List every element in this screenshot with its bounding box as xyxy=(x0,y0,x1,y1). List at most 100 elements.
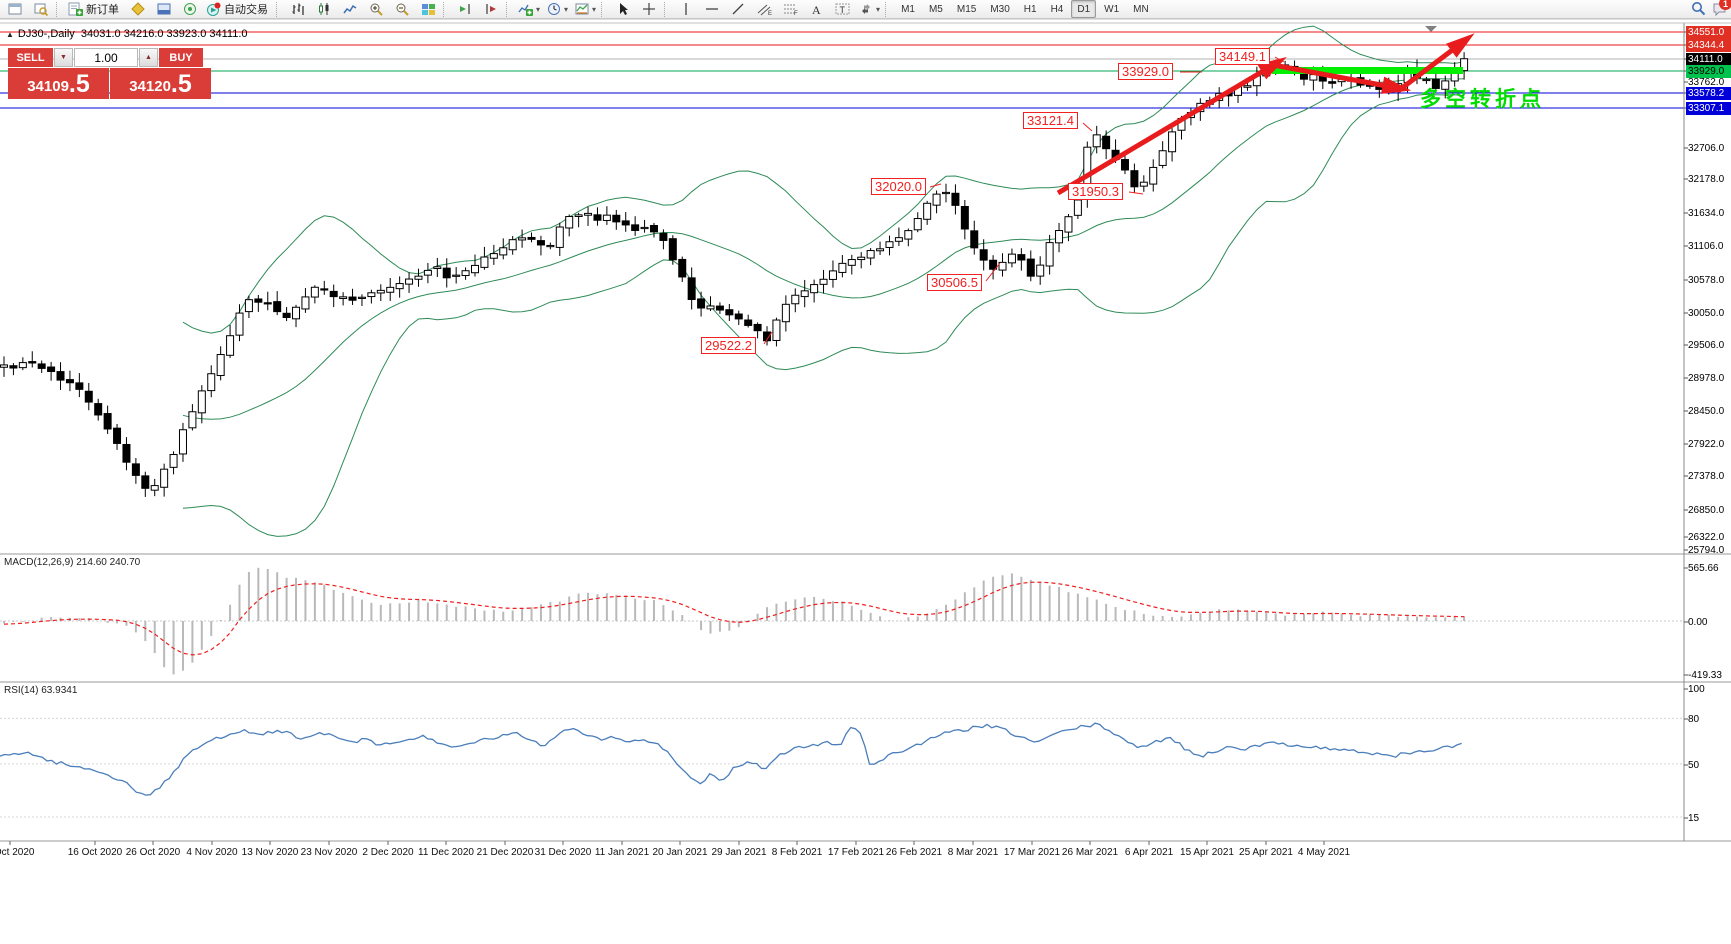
timeframe-h4-button[interactable]: H4 xyxy=(1050,3,1064,15)
arrows-button[interactable]: ▾ xyxy=(855,0,883,19)
chevron-down-icon[interactable]: ▾ xyxy=(592,4,597,14)
one-click-trading-panel: SELL ▼ ▲ BUY 34109.5 34120.5 xyxy=(8,48,211,99)
candle-chart-button[interactable] xyxy=(311,0,337,19)
time-axis-label: 2 Dec 2020 xyxy=(362,847,414,858)
volume-input[interactable] xyxy=(74,48,138,67)
toolbar-separator xyxy=(664,1,670,17)
horizontal-line-button[interactable] xyxy=(699,0,725,19)
volume-decrease-button[interactable]: ▼ xyxy=(54,48,73,67)
price-axis-label: 33929.0 xyxy=(1686,65,1731,78)
time-axis-label: 23 Nov 2020 xyxy=(300,847,358,858)
timeframe-m15-button[interactable]: M15 xyxy=(956,3,977,15)
chevron-down-icon[interactable]: ▾ xyxy=(876,4,881,14)
tester-icon xyxy=(183,2,198,17)
chevron-down-icon[interactable]: ▾ xyxy=(536,4,541,14)
time-axis-label: 31 Dec 2020 xyxy=(534,847,592,858)
price-axis-label: 32178.0 xyxy=(1688,174,1725,185)
turning-point-annotation: 多空转折点 xyxy=(1420,88,1545,111)
templates-button[interactable]: ▾ xyxy=(571,0,599,19)
buy-price[interactable]: 34120.5 xyxy=(110,68,211,99)
chart-plot-area[interactable] xyxy=(0,20,1731,944)
fibonacci-icon: F xyxy=(783,2,798,17)
metaeditor-button[interactable] xyxy=(125,0,151,19)
time-axis-label: 26 Feb 2021 xyxy=(885,847,943,858)
text-button[interactable]: A xyxy=(803,0,829,19)
new-chart-button[interactable] xyxy=(2,0,28,19)
price-axis-label: 34344.4 xyxy=(1686,39,1731,52)
rsi-axis-label: 15 xyxy=(1688,813,1700,824)
terminal-button[interactable] xyxy=(151,0,177,19)
profiles-button[interactable] xyxy=(28,0,54,19)
text-label-button[interactable]: T xyxy=(829,0,855,19)
crosshair-icon xyxy=(642,2,657,17)
bar-chart-button[interactable] xyxy=(285,0,311,19)
time-axis-label: 26 Mar 2021 xyxy=(1061,847,1119,858)
trendline-button[interactable] xyxy=(725,0,751,19)
sell-button[interactable]: SELL xyxy=(8,48,53,67)
time-axis-label: 6 Apr 2021 xyxy=(1124,847,1174,858)
timeframe-m1-button[interactable]: M1 xyxy=(901,3,915,15)
cursor-icon xyxy=(616,2,631,17)
fibonacci-button[interactable]: F xyxy=(777,0,803,19)
new-order-button[interactable]: 新订单 xyxy=(65,0,125,19)
auto-scroll-button[interactable] xyxy=(452,0,478,19)
zoom-in-button[interactable] xyxy=(363,0,389,19)
price-axis-label: 31634.0 xyxy=(1688,208,1725,219)
timeframe-m30-button[interactable]: M30 xyxy=(990,3,1010,15)
time-axis-label: 21 Dec 2020 xyxy=(476,847,534,858)
profiles-icon xyxy=(34,2,49,17)
sell-price[interactable]: 34109.5 xyxy=(8,68,109,99)
buy-button[interactable]: BUY xyxy=(159,48,203,67)
cursor-button[interactable] xyxy=(610,0,636,19)
rsi-axis-label: 50 xyxy=(1688,760,1700,771)
sell-price-main: 34109 xyxy=(27,78,69,95)
vertical-line-icon xyxy=(679,2,694,17)
indicators-button[interactable]: ▾ xyxy=(515,0,543,19)
zoom-out-icon xyxy=(395,2,410,17)
periods-button[interactable]: ▾ xyxy=(543,0,571,19)
crosshair-button[interactable] xyxy=(636,0,662,19)
chart-ohlc-values: 34031.0 34216.0 33923.0 34111.0 xyxy=(80,28,248,40)
chart-shift-button[interactable] xyxy=(478,0,504,19)
new-order-icon xyxy=(68,2,83,17)
collapse-icon[interactable]: ▲ xyxy=(6,30,14,39)
candle-chart-icon xyxy=(317,2,332,17)
text-label-icon: T xyxy=(835,2,850,17)
timeframe-w1-button[interactable]: W1 xyxy=(1104,3,1120,15)
timeframe-h1-button[interactable]: H1 xyxy=(1023,3,1037,15)
text-icon: A xyxy=(809,2,824,17)
price-axis-label: 29506.0 xyxy=(1688,340,1725,351)
vertical-line-button[interactable] xyxy=(673,0,699,19)
autotrading-icon xyxy=(206,2,221,17)
price-axis-label: 30050.0 xyxy=(1688,308,1725,319)
tile-windows-button[interactable] xyxy=(415,0,441,19)
bar-chart-icon xyxy=(291,2,306,17)
chevron-down-icon[interactable]: ▾ xyxy=(564,4,569,14)
notifications-icon[interactable]: 1 xyxy=(1712,0,1731,16)
tester-button[interactable] xyxy=(177,0,203,19)
equidistant-channel-button[interactable]: E xyxy=(751,0,777,19)
timeframe-bar: M1 M5 M15 M30 H1 H4 D1 W1 MN xyxy=(894,0,1156,18)
chart-symbol-period: DJ30-,Daily xyxy=(17,28,75,40)
toolbar-right: 1 xyxy=(1691,0,1731,16)
zoom-in-icon xyxy=(369,2,384,17)
timeframe-mn-button[interactable]: MN xyxy=(1133,3,1149,15)
price-annotation: 31950.3 xyxy=(1068,183,1123,200)
svg-text:A: A xyxy=(812,3,821,16)
macd-axis-label: -419.33 xyxy=(1688,670,1722,681)
volume-increase-button[interactable]: ▲ xyxy=(139,48,158,67)
time-axis-label: 13 Nov 2020 xyxy=(241,847,299,858)
svg-text:E: E xyxy=(768,11,772,16)
macd-indicator-label: MACD(12,26,9) 214.60 240.70 xyxy=(4,557,141,568)
search-icon[interactable] xyxy=(1691,1,1706,16)
timeframe-m5-button[interactable]: M5 xyxy=(928,3,943,15)
new-chart-icon xyxy=(8,2,23,17)
zoom-out-button[interactable] xyxy=(389,0,415,19)
price-axis-label: 27922.0 xyxy=(1688,439,1725,450)
line-chart-button[interactable] xyxy=(337,0,363,19)
arrows-icon xyxy=(858,2,873,17)
price-axis-label: 28978.0 xyxy=(1688,373,1725,384)
timeframe-d1-button[interactable]: D1 xyxy=(1071,0,1097,18)
time-axis-label: 8 Mar 2021 xyxy=(947,847,999,858)
autotrading-button[interactable]: 自动交易 xyxy=(203,0,274,19)
